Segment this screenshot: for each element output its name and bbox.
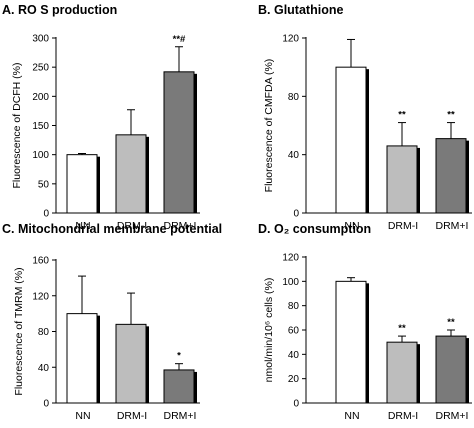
y-tick-label: 20 — [288, 374, 300, 385]
chart-title: B. Glutathione — [258, 3, 343, 17]
category-label: DRM-I — [117, 220, 147, 232]
y-axis-label: Fluorescence of DCFH (%) — [11, 62, 23, 188]
category-label: DRM+I — [164, 410, 197, 422]
bar — [386, 341, 418, 404]
bar — [335, 66, 367, 214]
y-tick-label: 120 — [32, 291, 49, 302]
bar — [115, 323, 147, 404]
y-tick-label: 40 — [288, 150, 300, 161]
significance-marker: ** — [447, 110, 455, 121]
chart-title: C. Mitochondrial membrane potential — [2, 222, 222, 236]
y-tick-label: 120 — [282, 34, 299, 45]
y-tick-label: 200 — [32, 92, 49, 103]
bar — [163, 369, 195, 404]
category-label: DRM-I — [388, 410, 418, 422]
category-label: DRM+I — [164, 220, 197, 232]
significance-marker: ** — [447, 317, 455, 328]
y-tick-label: 50 — [38, 179, 50, 190]
y-tick-label: 40 — [38, 363, 50, 374]
chart-title: D. O₂ consumption — [258, 222, 371, 236]
y-tick-label: 80 — [288, 301, 300, 312]
bar — [66, 313, 98, 404]
category-label: DRM+I — [436, 220, 469, 232]
bar — [435, 335, 467, 404]
category-label: DRM-I — [388, 220, 418, 232]
y-axis-label: Fluorescence of CMFDA (%) — [263, 59, 275, 193]
significance-marker: **# — [173, 34, 186, 45]
y-tick-label: 0 — [293, 209, 299, 220]
significance-marker: * — [177, 351, 181, 362]
y-tick-label: 60 — [288, 326, 300, 337]
bar — [66, 154, 98, 214]
y-tick-label: 80 — [288, 92, 300, 103]
y-tick-label: 0 — [293, 399, 299, 410]
category-label: DRM-I — [117, 410, 147, 422]
y-tick-label: 100 — [32, 150, 49, 161]
chart-panel-1: A. RO S production 0 50 100 150 200 250 300 Fluo… — [2, 3, 200, 232]
y-tick-label: 100 — [282, 277, 299, 288]
y-tick-label: 40 — [288, 350, 300, 361]
significance-marker: ** — [398, 110, 406, 121]
category-label: DRM+I — [436, 410, 469, 422]
bar — [435, 138, 467, 214]
y-tick-label: 0 — [43, 209, 49, 220]
y-tick-label: 160 — [32, 256, 49, 267]
category-label: NN — [75, 220, 90, 232]
y-tick-label: 0 — [43, 399, 49, 410]
y-tick-label: 250 — [32, 63, 49, 74]
y-tick-label: 120 — [282, 253, 299, 264]
chart-panel-4: D. O₂ consumption 0 20 40 60 80 100 120 nmol/min… — [258, 222, 472, 422]
bar — [386, 145, 418, 214]
y-tick-label: 150 — [32, 121, 49, 132]
category-label: NN — [75, 410, 90, 422]
y-tick-label: 80 — [38, 327, 50, 338]
significance-marker: ** — [398, 323, 406, 334]
y-axis-label: Fluorescence of TMRM (%) — [13, 267, 25, 395]
chart-panel-3: C. Mitochondrial membrane potential 0 40 80… — [2, 222, 222, 422]
bar — [163, 71, 195, 214]
bar — [115, 134, 147, 214]
y-axis-label: nmol/min/10⁶ cells (%) — [263, 278, 275, 383]
chart-title: A. RO S production — [2, 3, 117, 17]
category-label: NN — [344, 410, 359, 422]
bar — [335, 280, 367, 404]
category-label: NN — [344, 220, 359, 232]
y-tick-label: 300 — [32, 34, 49, 45]
chart-panel-2: B. Glutathione 0 40 80 120 Fluorescence of CM… — [258, 3, 472, 232]
